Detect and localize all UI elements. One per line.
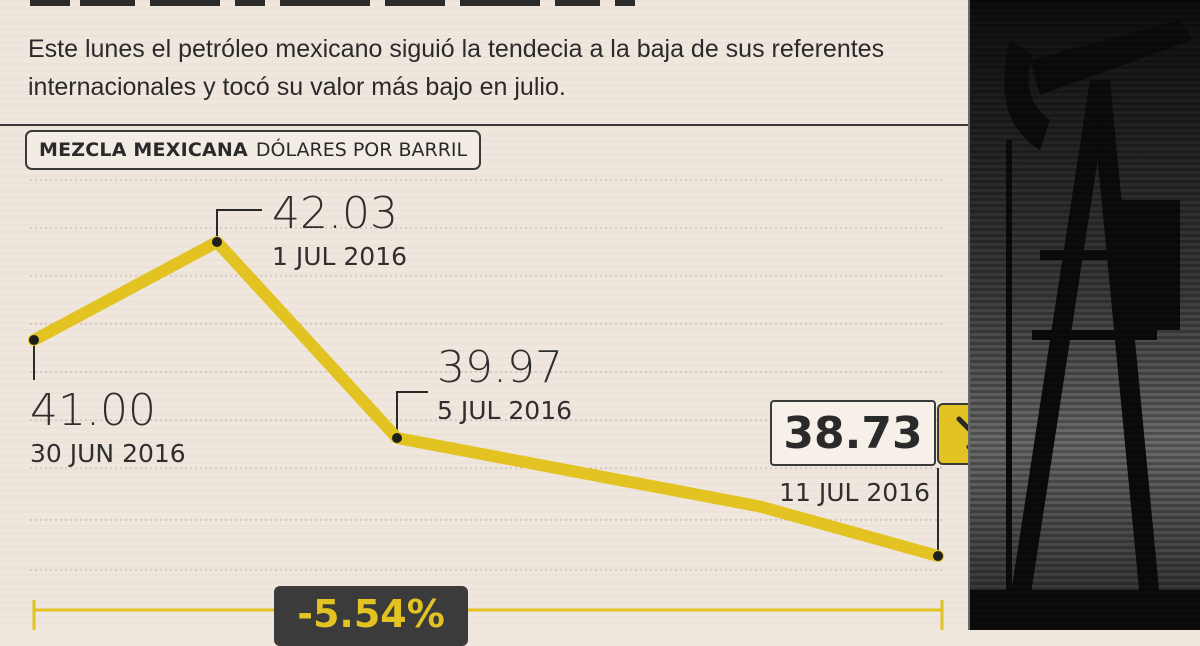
data-points (29, 237, 943, 561)
data-point (29, 335, 39, 345)
percent-change-badge: -5.54% (274, 586, 468, 646)
label-leaders (33, 209, 939, 556)
label-date-1-jul: 1 JUL 2016 (272, 242, 407, 271)
title-remnant (30, 0, 635, 6)
final-date-label: 11 JUL 2016 (779, 478, 930, 507)
label-date-30-jun: 30 JUN 2016 (30, 439, 186, 468)
chart-grid (30, 179, 942, 571)
label-value-1-jul: 42.03 (272, 188, 398, 239)
label-value-30-jun: 41.00 (30, 385, 156, 436)
data-point (933, 551, 943, 561)
line-chart: 41.00 30 JUN 2016 42.03 1 JUL 2016 39.97… (28, 179, 944, 630)
change-bracket (32, 600, 944, 630)
data-point (392, 433, 402, 443)
label-date-5-jul: 5 JUL 2016 (437, 396, 572, 425)
label-value-5-jul: 39.97 (437, 342, 563, 393)
oil-pump-photo (968, 0, 1200, 630)
label-leader-line (396, 391, 428, 439)
subtitle: Este lunes el petróleo mexicano siguió l… (28, 35, 885, 101)
label-leader-line (216, 209, 262, 242)
series-label: MEZCLA MEXICANA (39, 139, 248, 161)
final-value-box: 38.73 (770, 400, 936, 466)
data-point (212, 237, 222, 247)
unit-label: DÓLARES POR BARRIL (255, 139, 468, 161)
section-divider (0, 124, 968, 126)
chart-tag: MEZCLA MEXICANA DÓLARES POR BARRIL (25, 130, 482, 170)
